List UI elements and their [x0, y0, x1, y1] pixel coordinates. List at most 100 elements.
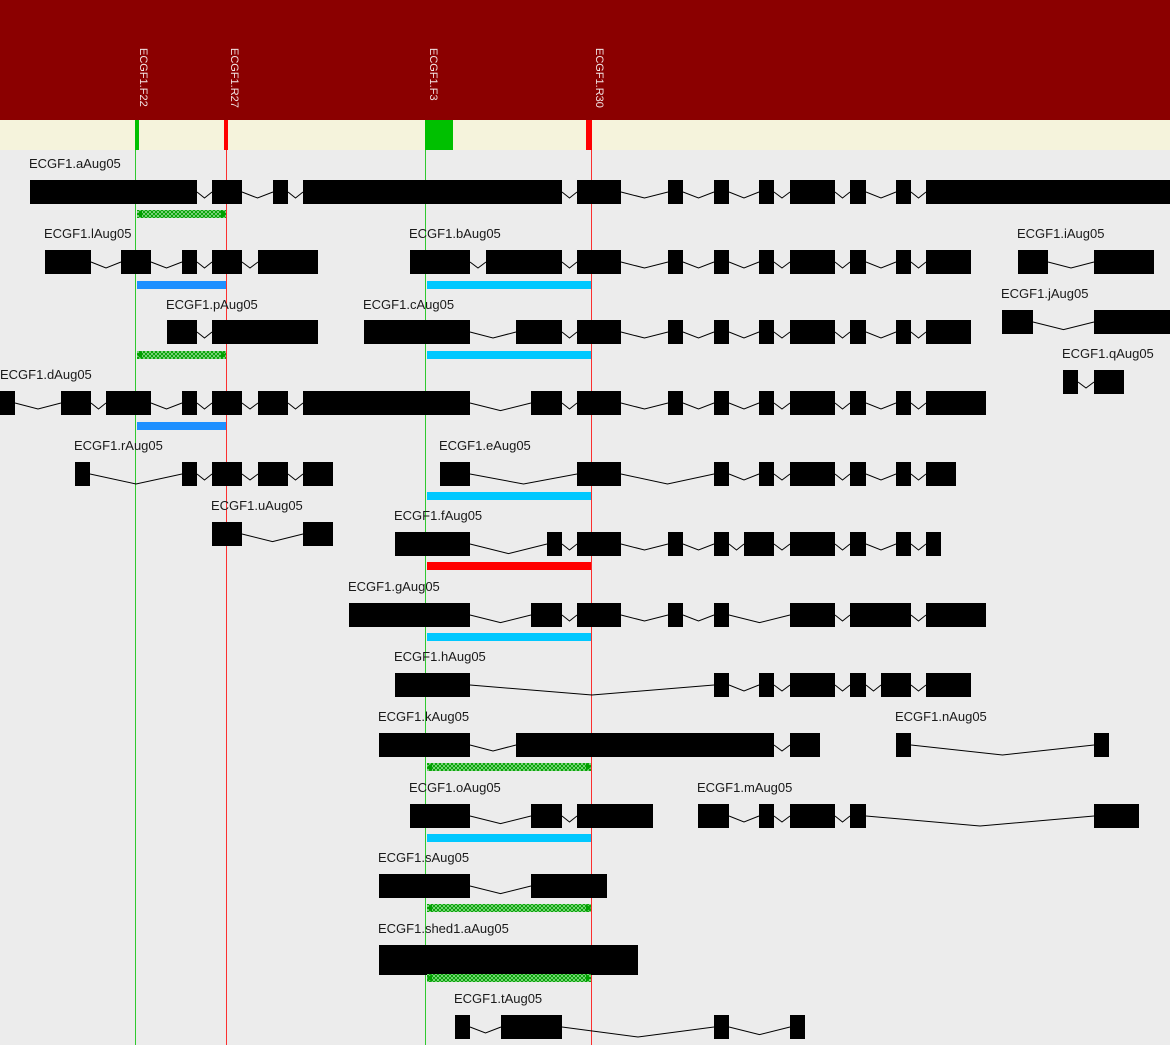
exon-block	[714, 250, 729, 274]
intron-line	[469, 744, 517, 752]
transcript-label: ECGF1.gAug05	[348, 579, 440, 594]
intron-line	[241, 191, 274, 199]
exon-block	[896, 532, 911, 556]
intron-line	[728, 614, 791, 624]
exon-block	[303, 391, 470, 415]
transcript: ECGF1.kAug05	[378, 709, 820, 771]
amplicon-arrow-right	[586, 562, 591, 570]
intron-line	[773, 402, 791, 410]
amplicon-arrow-right	[586, 974, 591, 982]
exon-block	[379, 874, 470, 898]
exon-block	[258, 391, 288, 415]
exon-block	[455, 1015, 470, 1039]
amplicon-bar	[427, 834, 591, 842]
intron-line	[682, 543, 715, 551]
transcript-label: ECGF1.cAug05	[363, 297, 454, 312]
exon-block	[212, 250, 242, 274]
intron-line	[196, 191, 213, 199]
intron-line	[150, 402, 183, 410]
exon-block	[668, 603, 683, 627]
intron-line	[910, 744, 1095, 756]
amplicon-arrow-right	[586, 834, 591, 842]
transcript-label: ECGF1.bAug05	[409, 226, 501, 241]
exon-block	[850, 391, 866, 415]
intron-line	[469, 1026, 502, 1034]
intron-line	[469, 815, 532, 825]
intron-line	[728, 815, 760, 823]
exon-block	[896, 733, 911, 757]
transcript-label: ECGF1.kAug05	[378, 709, 469, 724]
intron-line	[287, 402, 304, 410]
exon-block	[896, 180, 911, 204]
amplicon-bar	[137, 351, 226, 359]
exon-block	[577, 532, 621, 556]
intron-line	[90, 402, 107, 410]
exon-block	[790, 391, 835, 415]
intron-line	[620, 261, 669, 269]
intron-line	[561, 1026, 715, 1038]
primer-header-band	[0, 0, 1170, 120]
amplicon-arrow-right	[586, 763, 591, 771]
amplicon-bar	[427, 974, 591, 982]
intron-line	[620, 543, 669, 551]
exon-block	[714, 391, 729, 415]
exon-block	[759, 391, 774, 415]
exon-block	[395, 673, 470, 697]
intron-line	[620, 191, 669, 199]
exon-block	[531, 603, 562, 627]
intron-line	[728, 402, 760, 410]
amplicon-arrow-right	[221, 351, 226, 359]
exon-block	[759, 180, 774, 204]
primer-block	[586, 120, 592, 150]
exon-block	[531, 804, 562, 828]
exon-block	[577, 180, 621, 204]
intron-line	[728, 191, 760, 199]
amplicon-bar	[427, 492, 591, 500]
exon-block	[121, 250, 151, 274]
exon-block	[577, 603, 621, 627]
intron-line	[196, 402, 213, 410]
amplicon-bar	[137, 422, 226, 430]
amplicon-arrow-right	[221, 422, 226, 430]
intron-line	[728, 684, 760, 692]
exon-block	[850, 462, 866, 486]
exon-block	[790, 462, 835, 486]
exon-block	[516, 320, 562, 344]
amplicon-bar	[427, 633, 591, 641]
intron-line	[561, 543, 578, 551]
intron-line	[287, 191, 304, 199]
exon-block	[212, 462, 242, 486]
transcript: ECGF1.qAug05	[1062, 346, 1154, 394]
transcript: ECGF1.rAug05	[74, 438, 333, 486]
amplicon-arrow-right	[586, 281, 591, 289]
exon-block	[1002, 310, 1033, 334]
intron-line	[773, 473, 791, 481]
transcript-label: ECGF1.lAug05	[44, 226, 131, 241]
exon-block	[410, 250, 470, 274]
exon-block	[850, 673, 866, 697]
amplicon-arrow-left	[427, 562, 432, 570]
transcript-label: ECGF1.rAug05	[74, 438, 163, 453]
amplicon-arrow-left	[137, 351, 142, 359]
amplicon-arrow-left	[137, 422, 142, 430]
exon-block	[926, 462, 956, 486]
intron-line	[469, 684, 715, 696]
intron-line	[865, 473, 897, 481]
exon-block	[714, 320, 729, 344]
exon-block	[577, 320, 621, 344]
intron-line	[620, 402, 669, 410]
intron-line	[865, 543, 897, 551]
intron-line	[469, 885, 532, 895]
exon-block	[1094, 250, 1154, 274]
exon-block	[258, 250, 318, 274]
intron-line	[910, 684, 927, 692]
intron-line	[865, 815, 1095, 827]
intron-line	[865, 191, 897, 199]
amplicon-arrow-left	[427, 633, 432, 641]
exon-block	[790, 250, 835, 274]
amplicon-arrow-right	[221, 281, 226, 289]
intron-line	[910, 402, 927, 410]
exon-block	[896, 391, 911, 415]
exon-block	[364, 320, 470, 344]
